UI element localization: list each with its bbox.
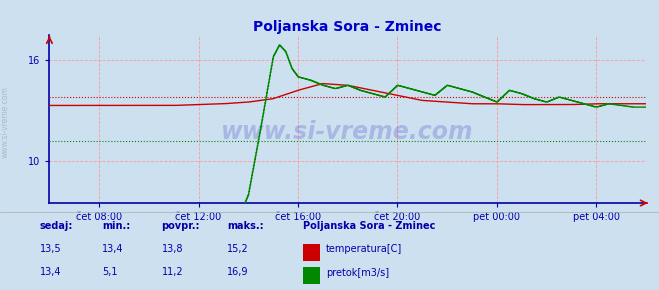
Title: Poljanska Sora - Zminec: Poljanska Sora - Zminec	[253, 20, 442, 34]
Text: temperatura[C]: temperatura[C]	[326, 244, 403, 254]
Text: sedaj:: sedaj:	[40, 221, 73, 231]
Text: povpr.:: povpr.:	[161, 221, 200, 231]
Text: 11,2: 11,2	[161, 267, 183, 278]
Text: 5,1: 5,1	[102, 267, 118, 278]
Text: Poljanska Sora - Zminec: Poljanska Sora - Zminec	[303, 221, 436, 231]
Text: 13,4: 13,4	[40, 267, 61, 278]
Text: 13,4: 13,4	[102, 244, 124, 254]
Text: maks.:: maks.:	[227, 221, 264, 231]
Text: www.si-vreme.com: www.si-vreme.com	[1, 86, 10, 158]
Text: 16,9: 16,9	[227, 267, 249, 278]
Text: www.si-vreme.com: www.si-vreme.com	[221, 120, 474, 144]
Text: 13,5: 13,5	[40, 244, 61, 254]
Text: 13,8: 13,8	[161, 244, 183, 254]
Text: min.:: min.:	[102, 221, 130, 231]
Text: 15,2: 15,2	[227, 244, 249, 254]
Text: pretok[m3/s]: pretok[m3/s]	[326, 267, 389, 278]
